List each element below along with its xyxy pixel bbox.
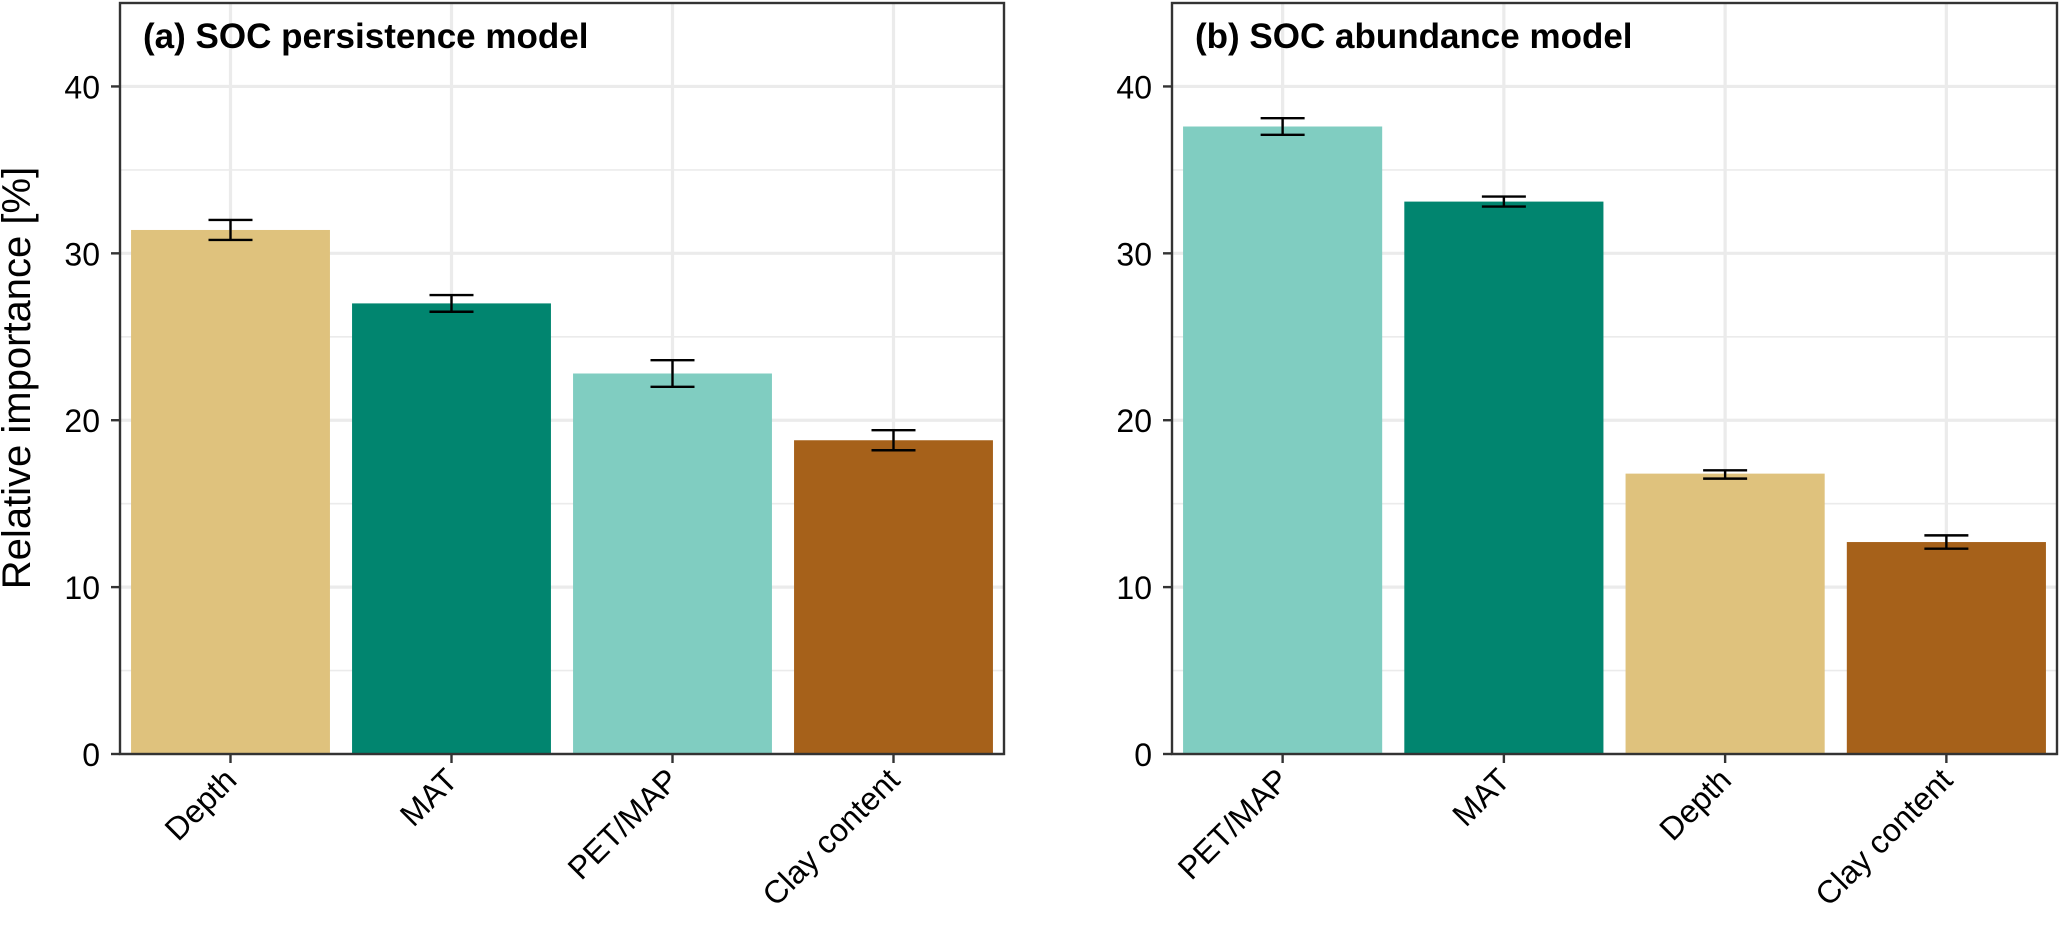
y-tick-label: 20	[64, 403, 100, 439]
error-bar-depth	[208, 218, 253, 242]
error-bar-mat	[1481, 195, 1526, 208]
bar-pet-map	[1183, 126, 1383, 754]
panel-persistence-model: 0 10 20 30 40 Depth MAT PET/MAP Clay content (a) …	[64, 1, 1006, 913]
panel-title: (b) SOC abundance model	[1195, 17, 1633, 56]
bar-mat	[352, 303, 551, 754]
bar-pet-map	[573, 373, 772, 754]
y-axis-label: Relative importance [%]	[0, 167, 39, 589]
y-tick-label: 20	[1116, 403, 1152, 439]
y-tick-label: 30	[64, 236, 100, 272]
panel-border	[1170, 1, 2059, 756]
y-tick-label: 40	[1116, 69, 1152, 105]
x-tick-label-clay-content: Clay content	[1808, 761, 1959, 912]
bar-clay-content	[794, 440, 993, 754]
bar-mat	[1404, 201, 1604, 754]
y-tick-label: 10	[64, 570, 100, 606]
bar-clay-content	[1846, 542, 2046, 754]
panel-abundance-model: 0 10 20 30 40 PET/MAP MAT Depth Clay content (b) …	[1116, 1, 2059, 913]
y-tick-label: 10	[1116, 570, 1152, 606]
y-tick-label: 0	[1134, 737, 1152, 773]
x-tick-label-depth: Depth	[1652, 761, 1738, 847]
panel-title: (a) SOC persistence model	[143, 17, 588, 56]
x-tick-label-mat: MAT	[393, 761, 465, 833]
x-tick-label-pet-map: PET/MAP	[1171, 761, 1296, 886]
x-tick-label-mat: MAT	[1445, 761, 1517, 833]
error-bar-clay-content	[1924, 534, 1969, 550]
y-tick-label: 30	[1116, 236, 1152, 272]
y-tick-label: 0	[82, 737, 100, 773]
bar-depth	[131, 229, 330, 755]
error-bar-mat	[429, 293, 474, 313]
bar-depth	[1625, 473, 1825, 754]
panel-border	[118, 1, 1006, 756]
error-bar-pet-map	[1260, 116, 1305, 137]
error-bar-clay-content	[871, 429, 916, 452]
error-bar-depth	[1703, 469, 1748, 480]
x-tick-label-clay-content: Clay content	[755, 761, 906, 912]
y-tick-label: 40	[64, 69, 100, 105]
x-tick-label-depth: Depth	[158, 761, 244, 847]
error-bar-pet-map	[650, 358, 695, 389]
x-tick-label-pet-map: PET/MAP	[561, 761, 686, 886]
